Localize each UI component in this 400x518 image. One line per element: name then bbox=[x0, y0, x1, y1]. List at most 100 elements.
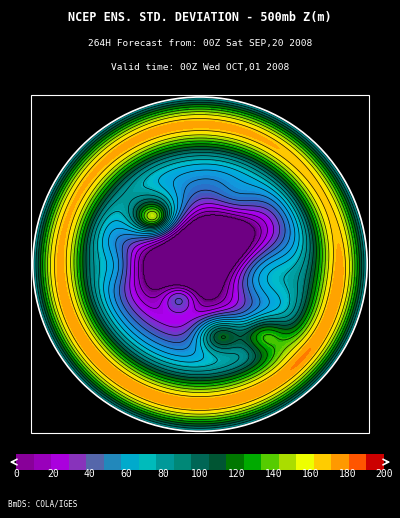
Point bbox=[197, 260, 203, 268]
Point bbox=[197, 260, 203, 268]
Point bbox=[197, 260, 203, 268]
Bar bbox=[314, 454, 332, 470]
Bar bbox=[366, 454, 384, 470]
Point bbox=[197, 260, 203, 268]
Text: 264H Forecast from: 00Z Sat SEP,20 2008: 264H Forecast from: 00Z Sat SEP,20 2008 bbox=[88, 39, 312, 48]
Point bbox=[197, 260, 203, 268]
Bar bbox=[156, 454, 174, 470]
Point bbox=[197, 260, 203, 268]
Point bbox=[197, 260, 203, 268]
Point bbox=[197, 260, 203, 268]
Text: 200: 200 bbox=[375, 469, 393, 479]
Point bbox=[197, 260, 203, 268]
Point bbox=[197, 260, 203, 268]
Point bbox=[197, 260, 203, 268]
Text: 180: 180 bbox=[338, 469, 356, 479]
Point bbox=[197, 260, 203, 268]
Point bbox=[197, 260, 203, 268]
Bar bbox=[332, 454, 349, 470]
Point bbox=[197, 260, 203, 268]
Point bbox=[197, 260, 203, 268]
Point bbox=[197, 260, 203, 268]
Circle shape bbox=[30, 94, 370, 435]
Point bbox=[197, 260, 203, 268]
Point bbox=[197, 260, 203, 268]
Point bbox=[197, 260, 203, 268]
Point bbox=[197, 260, 203, 268]
Point bbox=[197, 260, 203, 268]
Text: 160: 160 bbox=[302, 469, 319, 479]
Point bbox=[197, 260, 203, 268]
Text: 80: 80 bbox=[157, 469, 169, 479]
Bar bbox=[296, 454, 314, 470]
Point bbox=[197, 260, 203, 268]
Text: NCEP ENS. STD. DEVIATION - 500mb Z(m): NCEP ENS. STD. DEVIATION - 500mb Z(m) bbox=[68, 11, 332, 24]
Point bbox=[197, 260, 203, 268]
Point bbox=[197, 260, 203, 268]
Point bbox=[197, 260, 203, 268]
Text: 40: 40 bbox=[84, 469, 96, 479]
Point bbox=[197, 260, 203, 268]
Text: 60: 60 bbox=[120, 469, 132, 479]
Point bbox=[197, 260, 203, 268]
Point bbox=[197, 260, 203, 268]
Point bbox=[197, 260, 203, 268]
Bar bbox=[104, 454, 121, 470]
Bar bbox=[86, 454, 104, 470]
Bar bbox=[174, 454, 191, 470]
Bar bbox=[279, 454, 296, 470]
Point bbox=[197, 260, 203, 268]
Bar bbox=[16, 454, 34, 470]
Text: 0: 0 bbox=[13, 469, 19, 479]
Point bbox=[197, 260, 203, 268]
Point bbox=[197, 260, 203, 268]
Point bbox=[197, 260, 203, 268]
Point bbox=[197, 260, 203, 268]
Point bbox=[197, 260, 203, 268]
Point bbox=[197, 260, 203, 268]
Bar bbox=[51, 454, 68, 470]
Bar bbox=[209, 454, 226, 470]
Point bbox=[197, 260, 203, 268]
Point bbox=[197, 260, 203, 268]
Text: BmDS: COLA/IGES: BmDS: COLA/IGES bbox=[8, 499, 77, 508]
Point bbox=[197, 260, 203, 268]
Point bbox=[197, 260, 203, 268]
Point bbox=[197, 260, 203, 268]
Bar bbox=[349, 454, 366, 470]
Bar bbox=[139, 454, 156, 470]
Bar bbox=[261, 454, 279, 470]
Point bbox=[197, 260, 203, 268]
Point bbox=[197, 260, 203, 268]
Point bbox=[197, 260, 203, 268]
Point bbox=[197, 260, 203, 268]
Point bbox=[197, 260, 203, 268]
Bar bbox=[34, 454, 51, 470]
Point bbox=[197, 260, 203, 268]
Point bbox=[197, 260, 203, 268]
Point bbox=[197, 260, 203, 268]
Point bbox=[197, 260, 203, 268]
Text: Valid time: 00Z Wed OCT,01 2008: Valid time: 00Z Wed OCT,01 2008 bbox=[111, 63, 289, 72]
Point bbox=[197, 260, 203, 268]
Point bbox=[197, 260, 203, 268]
Bar bbox=[191, 454, 209, 470]
Bar bbox=[226, 454, 244, 470]
Bar bbox=[244, 454, 261, 470]
Text: 140: 140 bbox=[265, 469, 282, 479]
Point bbox=[197, 260, 203, 268]
Point bbox=[197, 260, 203, 268]
Point bbox=[197, 260, 203, 268]
Point bbox=[197, 260, 203, 268]
Point bbox=[197, 260, 203, 268]
Bar bbox=[68, 454, 86, 470]
Point bbox=[197, 260, 203, 268]
Text: 20: 20 bbox=[47, 469, 59, 479]
Text: 100: 100 bbox=[191, 469, 209, 479]
Point bbox=[197, 260, 203, 268]
Point bbox=[197, 260, 203, 268]
Text: 120: 120 bbox=[228, 469, 246, 479]
Point bbox=[197, 260, 203, 268]
Point bbox=[197, 260, 203, 268]
Point bbox=[197, 260, 203, 268]
